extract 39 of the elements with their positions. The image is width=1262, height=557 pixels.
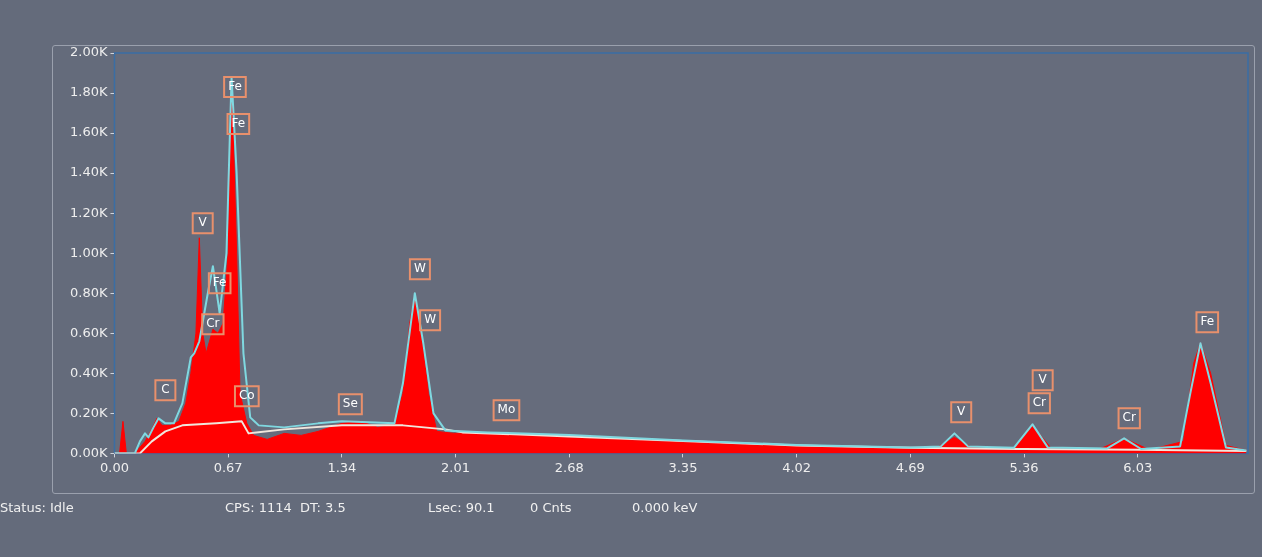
x-tick-label: 4.69: [895, 459, 925, 475]
text: Status: Idle: [0, 500, 74, 515]
x-tick-label: 1.34: [327, 459, 357, 475]
text: 0 Cnts: [530, 500, 572, 515]
y-tick-label: 0.00K: [69, 444, 108, 460]
x-tick-label: 0.67: [213, 459, 243, 475]
text: 0.000 keV: [632, 500, 698, 515]
y-tick-label: 0.60K: [69, 324, 108, 340]
y-tick-label: 0.20K: [69, 404, 108, 420]
x-tick-label: 2.01: [441, 459, 471, 475]
x-tick-label: 0.00: [99, 459, 129, 475]
annotation: Cr: [206, 316, 220, 331]
y-tick-label: 1.20K: [69, 204, 108, 220]
y-tick-label: 1.80K: [69, 84, 108, 100]
annotation: Cr: [1122, 410, 1136, 425]
x-tick-label: 5.36: [1009, 459, 1039, 475]
annotation: W: [413, 261, 426, 276]
annotation: C: [161, 382, 170, 397]
y-tick-label: 1.00K: [69, 244, 108, 260]
annotation: W: [424, 312, 437, 327]
x-tick-label: 2.68: [554, 459, 584, 475]
text: DT: 3.5: [300, 500, 346, 515]
annotation: V: [957, 404, 967, 419]
annotation: Fe: [1200, 314, 1215, 329]
annotation: V: [1038, 372, 1048, 387]
x-tick-label: 3.35: [668, 459, 698, 475]
y-tick-label: 0.80K: [69, 284, 108, 300]
y-tick-label: 1.60K: [69, 124, 108, 140]
annotation: V: [198, 215, 208, 230]
annotation: Mo: [497, 402, 516, 417]
y-tick-label: 1.40K: [69, 164, 108, 180]
x-tick-label: 4.02: [782, 459, 812, 475]
annotation: Se: [342, 396, 358, 411]
text: CPS: 1114: [225, 500, 292, 515]
x-tick-label: 6.03: [1123, 459, 1153, 475]
annotation: Cr: [1032, 395, 1046, 410]
y-tick-label: 0.40K: [69, 364, 108, 380]
y-tick-label: 2.00K: [69, 44, 108, 60]
text: Lsec: 90.1: [428, 500, 495, 515]
